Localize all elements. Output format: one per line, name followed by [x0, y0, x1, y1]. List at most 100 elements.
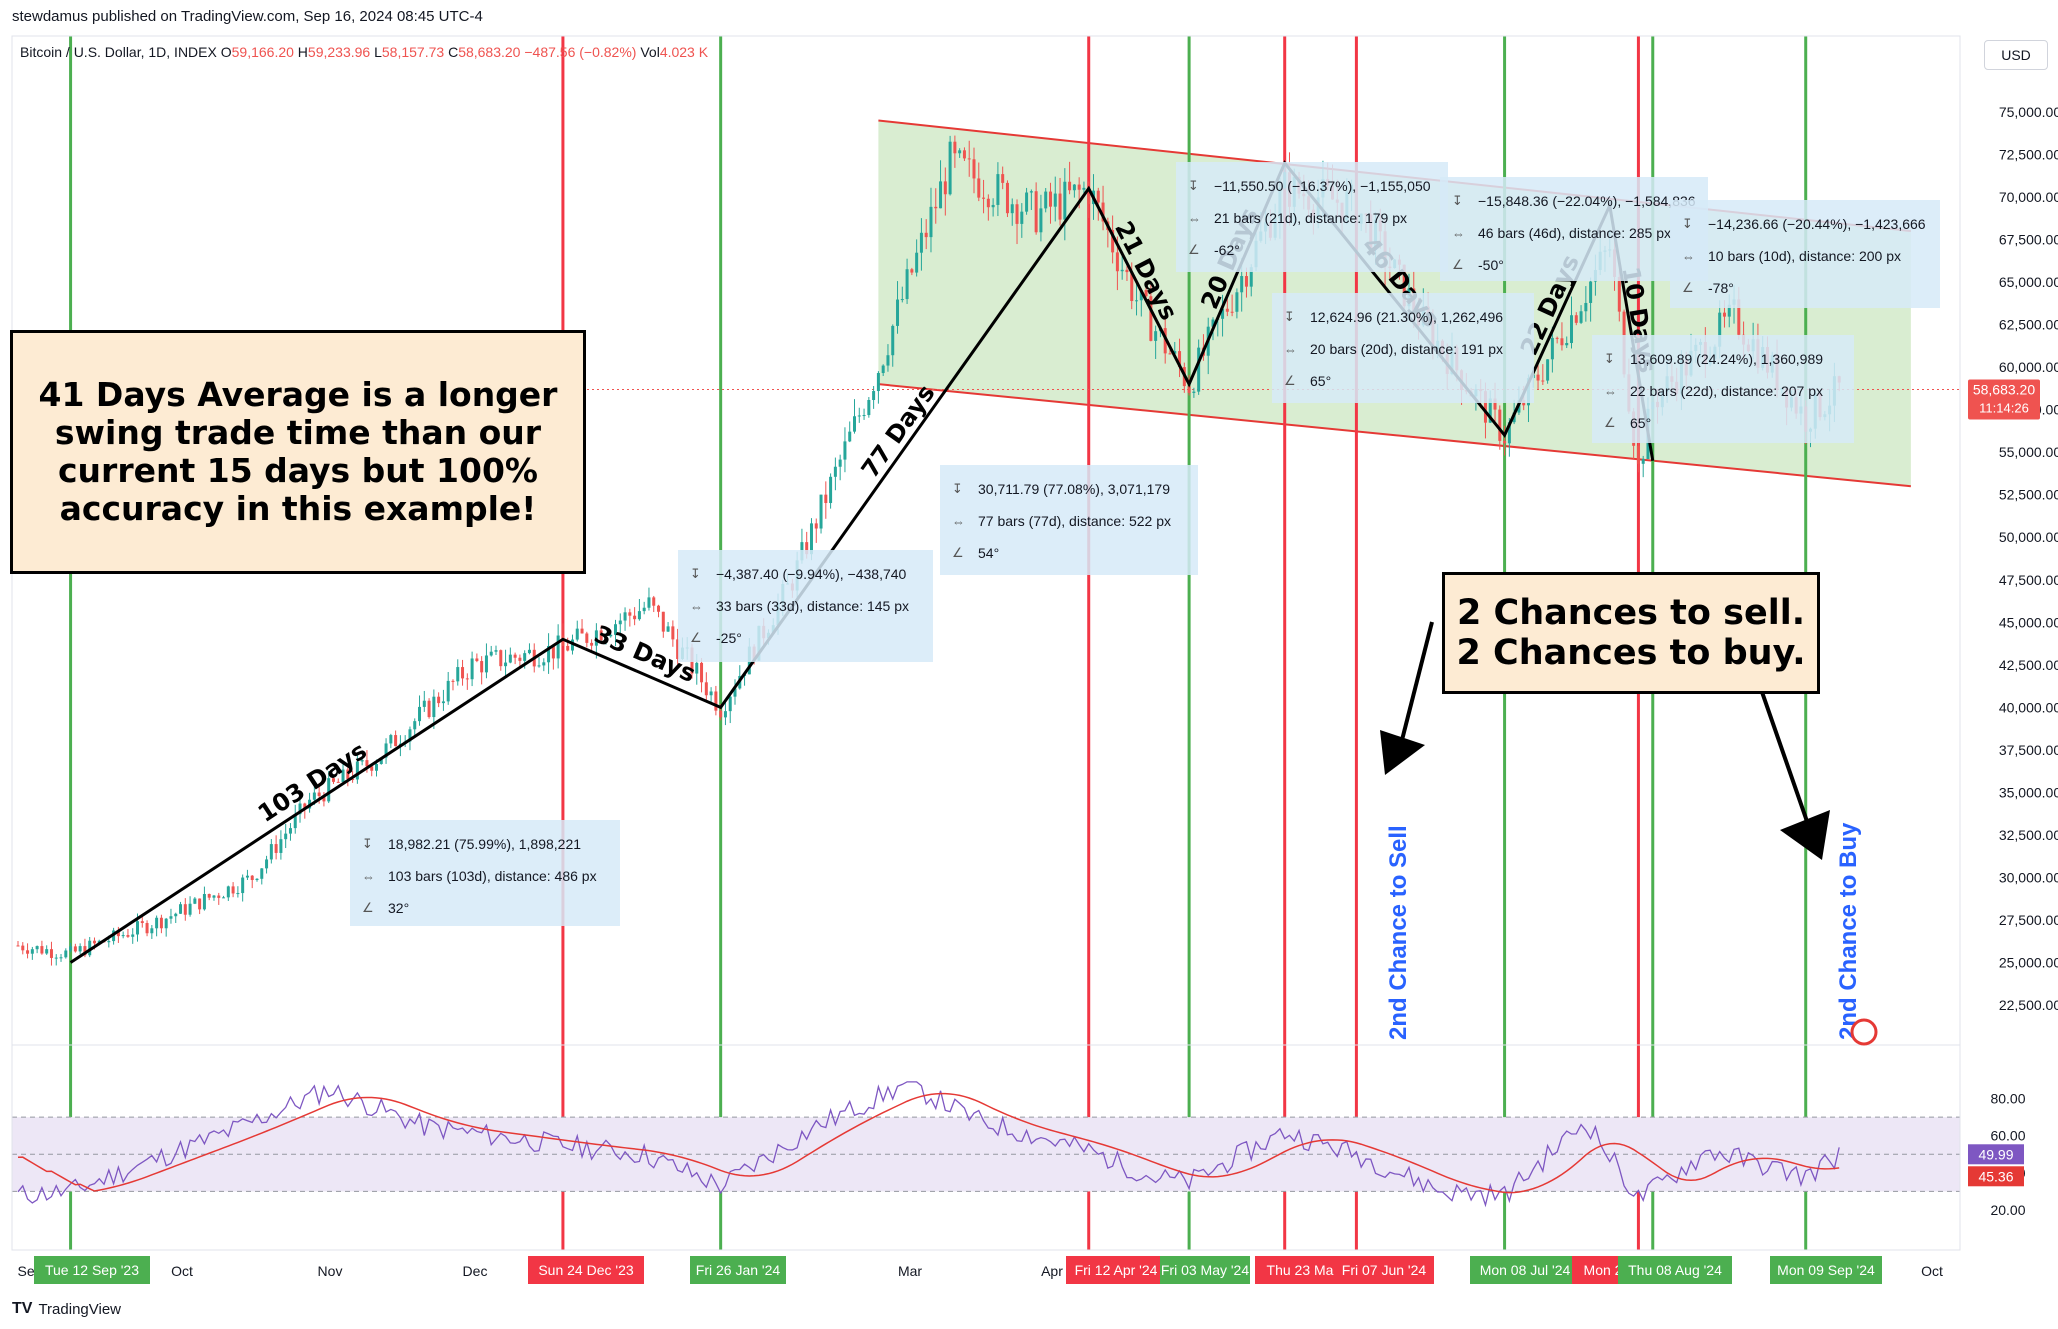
- time-marker-label: Fri 26 Jan '24: [696, 1262, 781, 1278]
- candle: [384, 738, 388, 764]
- measure-row: ∠ -50°: [1452, 249, 1696, 281]
- price-tick: 45,000.00: [1999, 614, 2058, 630]
- measure-box-m8[interactable]: ↧ −14,236.66 (−20.44%), −1,423,666 ⇔ 10 bar…: [1670, 200, 1940, 308]
- candle: [475, 653, 479, 663]
- measure-text: −14,236.66 (−20.44%), −1,423,666: [1708, 216, 1926, 232]
- candle: [876, 371, 880, 404]
- time-marker-3[interactable]: [1066, 1256, 1166, 1284]
- measure-row: ↧ 18,982.21 (75.99%), 1,898,221: [362, 828, 608, 860]
- time-marker-6[interactable]: [1334, 1256, 1434, 1284]
- candle: [628, 608, 632, 627]
- rsi-tick: 20.00: [1990, 1202, 2025, 1218]
- angle-icon: ∠: [1604, 415, 1616, 430]
- time-marker-2[interactable]: [690, 1256, 786, 1284]
- measure-text: 22 bars (22d), distance: 207 px: [1630, 383, 1824, 399]
- measure-row: ↧ 13,609.89 (24.24%), 1,360,989: [1604, 343, 1842, 375]
- candle: [657, 604, 661, 618]
- candle: [1230, 294, 1234, 317]
- tradingview-logo-icon: TV: [12, 1300, 33, 1317]
- candle: [977, 162, 981, 202]
- measure-box-m2[interactable]: ↧ −4,387.40 (−9.94%), −438,740 ⇔ 33 bars (3…: [678, 550, 933, 662]
- measure-row: ∠ 32°: [362, 892, 608, 924]
- price-range-icon: ↧: [1682, 216, 1693, 231]
- candle: [446, 671, 450, 705]
- price-tick: 70,000.00: [1999, 189, 2058, 205]
- time-marker-label: Fri 03 May '24: [1161, 1262, 1249, 1278]
- candle: [857, 407, 861, 423]
- candle: [1636, 437, 1640, 473]
- price-tick: 40,000.00: [1999, 699, 2058, 715]
- candle: [575, 620, 579, 642]
- time-marker-0[interactable]: [34, 1256, 150, 1284]
- angle-icon: ∠: [1188, 242, 1200, 257]
- measure-box-m4[interactable]: ↧ −11,550.50 (−16.37%), −1,155,050 ⇔ 21 bar…: [1176, 162, 1448, 272]
- candle: [518, 654, 522, 668]
- price-axis[interactable]: 75,000.00 72,500.00 70,000.00 67,500.00 65,0…: [11, 35, 2058, 1251]
- candle: [623, 607, 627, 631]
- measure-text: 21 bars (21d), distance: 179 px: [1214, 210, 1408, 226]
- rsi-tick: 80.00: [1990, 1091, 2025, 1107]
- candle: [341, 763, 345, 783]
- candle: [159, 914, 163, 934]
- candle: [527, 643, 531, 655]
- time-marker-label: Mon 2: [1584, 1262, 1623, 1278]
- candle: [250, 874, 254, 889]
- time-marker-4[interactable]: [1160, 1256, 1250, 1284]
- candle: [26, 943, 30, 959]
- time-marker-10[interactable]: [1770, 1256, 1882, 1284]
- sell-arrow-head: [1380, 730, 1425, 775]
- candle: [427, 698, 431, 719]
- measure-text: 12,624.96 (21.30%), 1,262,496: [1310, 309, 1504, 325]
- measure-text: -50°: [1478, 257, 1504, 273]
- candle: [652, 595, 656, 613]
- angle-icon: ∠: [952, 545, 964, 560]
- measure-text: 65°: [1630, 415, 1652, 431]
- month-label: Apr: [1041, 1263, 1063, 1279]
- candle: [456, 659, 460, 686]
- angle-icon: ∠: [1452, 257, 1464, 272]
- candle: [982, 179, 986, 214]
- candle: [547, 633, 551, 674]
- time-marker-1[interactable]: [528, 1256, 644, 1284]
- candle: [1154, 325, 1158, 359]
- candle: [30, 946, 34, 960]
- candle: [217, 892, 221, 905]
- candle: [1111, 215, 1115, 264]
- candle: [1101, 185, 1105, 231]
- price-range-icon: ↧: [1452, 193, 1463, 208]
- candle: [709, 687, 713, 704]
- candle: [499, 649, 503, 671]
- measure-box-m5[interactable]: ↧ 12,624.96 (21.30%), 1,262,496 ⇔ 20 bars (…: [1272, 293, 1534, 403]
- candle: [346, 767, 350, 787]
- candle: [298, 796, 302, 823]
- candle: [355, 754, 359, 784]
- candle: [1192, 387, 1196, 398]
- currency-button[interactable]: USD: [1984, 40, 2048, 70]
- candle: [929, 187, 933, 253]
- time-marker-label: Sun 24 Dec '23: [538, 1262, 634, 1278]
- time-marker-5[interactable]: [1255, 1256, 1345, 1284]
- candle: [962, 147, 966, 162]
- time-marker-9[interactable]: [1618, 1256, 1732, 1284]
- measure-box-m6[interactable]: ↧ −15,848.36 (−22.04%), −1,584,836 ⇔ 46 bar…: [1440, 177, 1708, 281]
- measure-text: −15,848.36 (−22.04%), −1,584,836: [1478, 193, 1696, 209]
- price-tick: 35,000.00: [1999, 784, 2058, 800]
- measure-row: ⇔ 103 bars (103d), distance: 486 px: [362, 860, 608, 892]
- candle: [260, 868, 264, 885]
- candle: [150, 925, 154, 939]
- measure-row: ∠ 54°: [952, 537, 1186, 569]
- measure-box-m3[interactable]: ↧ 30,711.79 (77.08%), 3,071,179 ⇔ 77 bars (…: [940, 465, 1198, 575]
- time-marker-7[interactable]: [1470, 1256, 1580, 1284]
- candle: [848, 421, 852, 443]
- measure-box-m1[interactable]: ↧ 18,982.21 (75.99%), 1,898,221 ⇔ 103 bars …: [350, 820, 620, 926]
- candle: [1048, 182, 1052, 224]
- measure-text: 32°: [388, 900, 410, 916]
- candle: [1641, 455, 1645, 478]
- bar-range-icon: ⇔: [1682, 248, 1695, 264]
- candle: [465, 673, 469, 690]
- candle: [1053, 176, 1057, 222]
- candle: [1197, 339, 1201, 395]
- month-label: Nov: [318, 1263, 343, 1279]
- measure-box-m7[interactable]: ↧ 13,609.89 (24.24%), 1,360,989 ⇔ 22 bars (…: [1592, 335, 1854, 443]
